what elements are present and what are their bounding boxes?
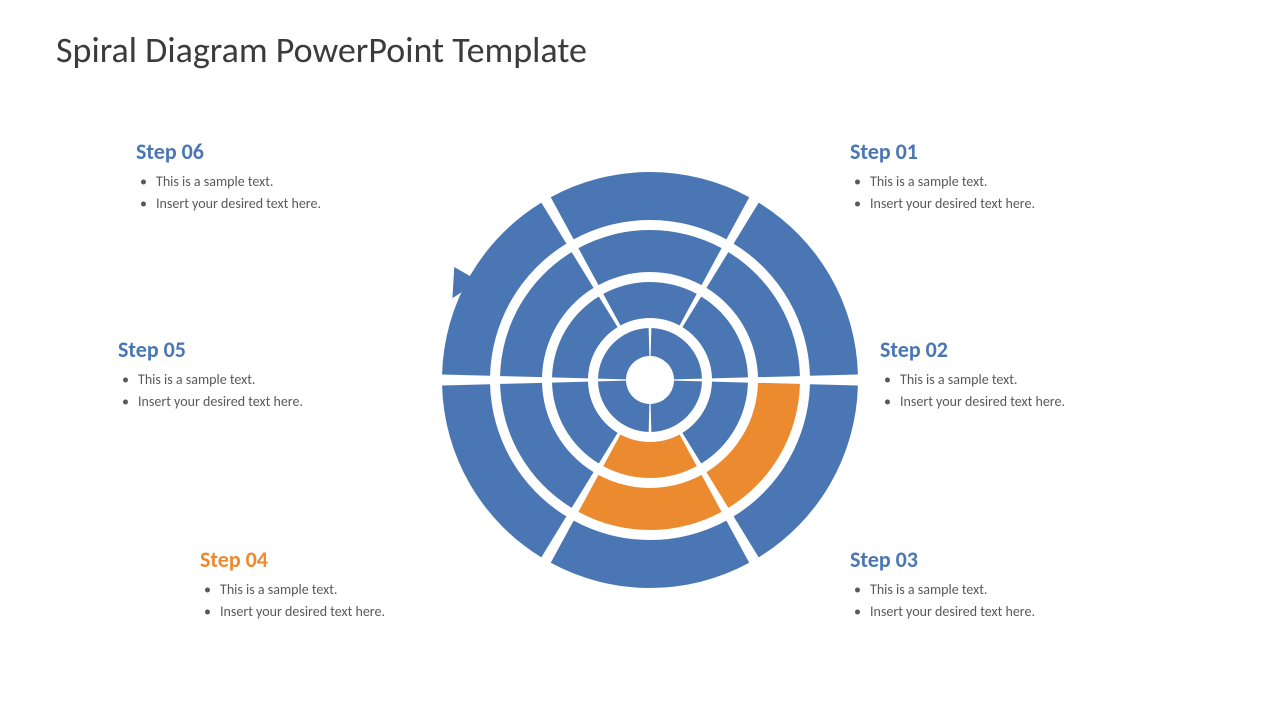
- step-bullet: This is a sample text.: [156, 171, 436, 193]
- spiral-diagram: [430, 160, 870, 600]
- step-title: Step 03: [850, 546, 1150, 573]
- step-bullet: Insert your desired text here.: [220, 601, 500, 623]
- step-bullet: Insert your desired text here.: [870, 193, 1150, 215]
- step-05: Step 05 This is a sample text.Insert your…: [118, 336, 418, 412]
- step-bullets: This is a sample text.Insert your desire…: [850, 579, 1150, 622]
- step-title: Step 01: [850, 138, 1150, 165]
- step-bullet: Insert your desired text here.: [156, 193, 436, 215]
- step-bullet: Insert your desired text here.: [870, 601, 1150, 623]
- step-bullets: This is a sample text.Insert your desire…: [850, 171, 1150, 214]
- step-bullet: This is a sample text.: [900, 369, 1180, 391]
- step-bullets: This is a sample text.Insert your desire…: [200, 579, 500, 622]
- step-title: Step 06: [136, 138, 436, 165]
- step-bullet: Insert your desired text here.: [138, 391, 418, 413]
- step-title: Step 05: [118, 336, 418, 363]
- step-03: Step 03 This is a sample text.Insert your…: [850, 546, 1150, 622]
- step-bullets: This is a sample text.Insert your desire…: [136, 171, 436, 214]
- step-bullets: This is a sample text.Insert your desire…: [880, 369, 1180, 412]
- spiral-ring-3-seg-4: [551, 521, 749, 588]
- spiral-ring-2-seg-1: [578, 230, 721, 285]
- step-02: Step 02 This is a sample text.Insert your…: [880, 336, 1180, 412]
- spiral-ring-2-seg-4: [578, 475, 721, 530]
- step-bullet: This is a sample text.: [870, 171, 1150, 193]
- spiral-ring-1-seg-4: [603, 434, 697, 478]
- step-bullets: This is a sample text.Insert your desire…: [118, 369, 418, 412]
- step-title: Step 04: [200, 546, 500, 573]
- page-title: Spiral Diagram PowerPoint Template: [56, 28, 587, 72]
- step-04: Step 04 This is a sample text.Insert your…: [200, 546, 500, 622]
- spiral-ring-3-seg-1: [551, 172, 749, 239]
- step-title: Step 02: [880, 336, 1180, 363]
- step-bullet: This is a sample text.: [870, 579, 1150, 601]
- step-bullet: This is a sample text.: [138, 369, 418, 391]
- step-06: Step 06 This is a sample text.Insert your…: [136, 138, 436, 214]
- spiral-ring-1-seg-1: [603, 282, 697, 326]
- step-bullet: This is a sample text.: [220, 579, 500, 601]
- step-bullet: Insert your desired text here.: [900, 391, 1180, 413]
- step-01: Step 01 This is a sample text.Insert your…: [850, 138, 1150, 214]
